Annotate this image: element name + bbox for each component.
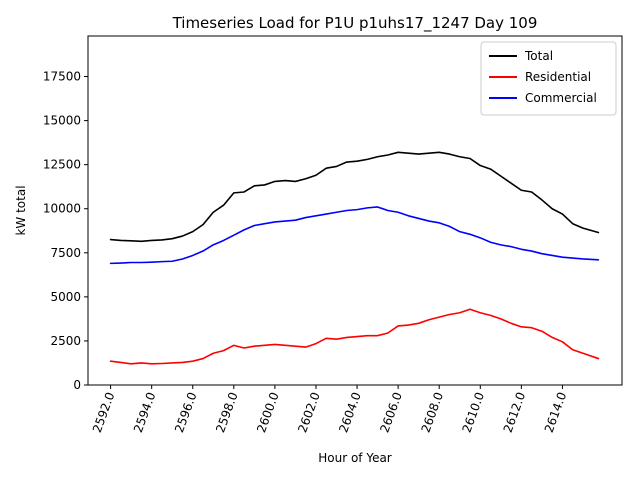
y-tick-label: 2500 [50, 334, 81, 348]
y-tick-label: 17500 [43, 70, 81, 84]
y-tick-label: 15000 [43, 114, 81, 128]
x-tick-label: 2612.0 [501, 390, 529, 434]
series-line-total [109, 151, 600, 243]
x-tick-label: 2592.0 [90, 390, 118, 434]
legend-label-commercial: Commercial [525, 91, 597, 105]
series-lines [109, 151, 600, 365]
axes-frame [87, 35, 623, 386]
axes [87, 35, 623, 386]
chart-title: Timeseries Load for P1U p1uhs17_1247 Day… [172, 14, 538, 33]
x-tick-label: 2610.0 [460, 390, 488, 434]
legend-label-residential: Residential [525, 70, 591, 84]
legend-label-total: Total [524, 49, 553, 63]
series-line-residential [109, 308, 600, 365]
x-tick-label: 2614.0 [542, 390, 570, 434]
x-tick-label: 2598.0 [213, 390, 241, 434]
y-tick-label: 5000 [50, 290, 81, 304]
y-tick-label: 12500 [43, 158, 81, 172]
x-tick-label: 2608.0 [419, 390, 447, 434]
y-tick-label: 10000 [43, 202, 81, 216]
y-tick-label: 7500 [50, 246, 81, 260]
y-tick-label: 0 [73, 378, 81, 392]
legend: Total Residential Commercial [480, 41, 617, 116]
x-tick-label: 2594.0 [131, 390, 159, 434]
x-tick-label: 2596.0 [172, 390, 200, 434]
y-axis-label: kW total [14, 185, 28, 235]
x-axis-label: Hour of Year [318, 451, 392, 465]
tick-marks: 0 2500 5000 7500 10000 12500 15000 17500 2592.0 2… [43, 70, 569, 435]
legend-box [480, 41, 617, 116]
x-tick-label: 2600.0 [254, 390, 282, 434]
series-line-commercial [109, 206, 600, 265]
x-tick-label: 2604.0 [336, 390, 364, 434]
x-tick-label: 2606.0 [377, 390, 405, 434]
x-tick-label: 2602.0 [295, 390, 323, 434]
